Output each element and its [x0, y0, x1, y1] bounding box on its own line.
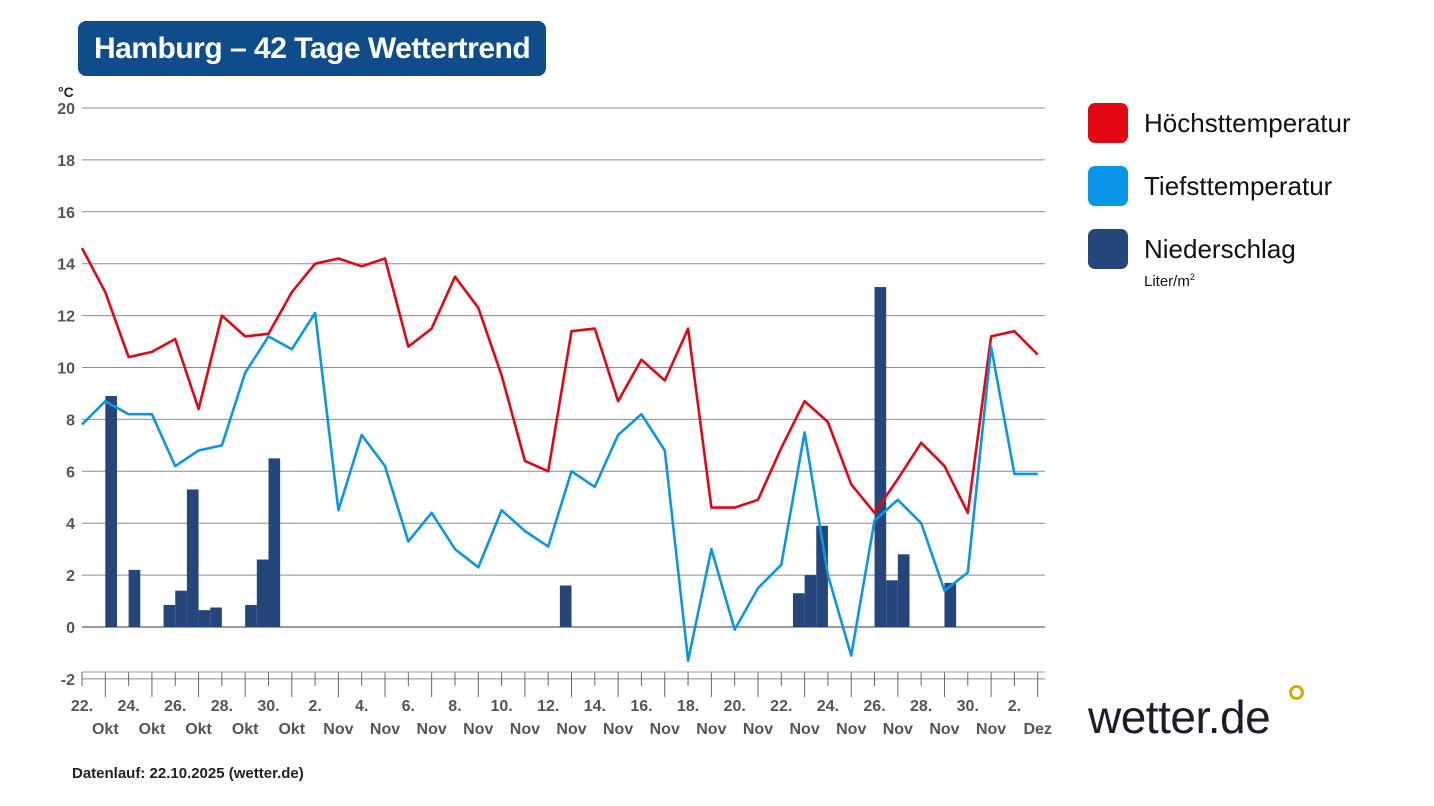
legend-swatch-blue [1088, 166, 1128, 206]
x-tick-day-label: 30. [257, 698, 279, 715]
precipitation-bar [874, 287, 887, 627]
y-tick-label: 18 [57, 153, 75, 170]
legend-unit: Liter/m2 [1144, 272, 1195, 290]
legend-label: Höchsttemperatur [1144, 107, 1351, 138]
x-tick-month-label: Nov [929, 721, 959, 738]
precipitation-bar [198, 610, 211, 627]
precipitation-bar [163, 604, 176, 627]
legend-item-hoechsttemperatur: Höchsttemperatur [1088, 103, 1351, 143]
x-tick-month-label: Nov [370, 721, 400, 738]
x-tick-day-label: 28. [910, 698, 932, 715]
x-tick-day-label: 14. [584, 698, 606, 715]
y-tick-label: 14 [57, 257, 75, 274]
precipitation-bar [245, 604, 257, 627]
chart-title: Hamburg – 42 Tage Wettertrend [78, 21, 547, 76]
x-tick-month-label: Nov [696, 721, 726, 738]
legend-label: Tiefsttemperatur [1144, 170, 1333, 201]
x-tick-day-label: 4. [355, 698, 368, 715]
y-tick-label: 6 [66, 464, 75, 481]
x-tick-month-label: Nov [743, 721, 773, 738]
y-tick-label: 16 [57, 205, 75, 222]
x-tick-month-label: Nov [510, 721, 540, 738]
precipitation-bar [559, 585, 572, 627]
y-tick-label: 10 [57, 361, 75, 378]
x-tick-month-label: Okt [278, 721, 305, 738]
logo-sun-icon [1289, 685, 1304, 700]
x-tick-month-label: Nov [883, 721, 913, 738]
x-tick-month-label: Nov [603, 721, 633, 738]
y-tick-label: 8 [66, 412, 75, 429]
y-tick-label: 2 [66, 568, 75, 585]
data-run-note: Datenlauf: 22.10.2025 (wetter.de) [72, 765, 304, 782]
x-tick-day-label: 16. [630, 698, 652, 715]
precipitation-bar [897, 554, 910, 627]
x-tick-month-label: Nov [323, 721, 353, 738]
precipitation-bar [816, 525, 828, 627]
x-tick-day-label: 30. [957, 698, 979, 715]
legend-unit-sup: 2 [1189, 272, 1195, 282]
x-tick-day-label: 8. [448, 698, 461, 715]
wetter-de-logo: wetter.de [1088, 691, 1271, 743]
y-tick-label: 0 [66, 620, 75, 637]
precipitation-bar [886, 580, 898, 627]
legend-item-tiefsttemperatur: Tiefsttemperatur [1088, 166, 1332, 206]
max-temperature-line [80, 247, 1039, 515]
precipitation-bar [175, 590, 187, 627]
x-tick-month-label: Dez [1023, 721, 1051, 738]
x-tick-month-label: Nov [650, 721, 680, 738]
x-tick-day-label: 2. [1008, 698, 1021, 715]
x-tick-day-label: 12. [537, 698, 559, 715]
x-tick-day-label: 22. [770, 698, 792, 715]
precipitation-bar [210, 607, 222, 627]
x-tick-day-label: 2. [308, 698, 321, 715]
x-tick-day-label: 18. [677, 698, 699, 715]
x-tick-day-label: 22. [71, 698, 93, 715]
x-tick-day-label: 20. [724, 698, 746, 715]
legend-swatch-red [1088, 103, 1128, 143]
x-tick-month-label: Nov [976, 721, 1006, 738]
y-tick-label: -2 [61, 672, 75, 689]
x-tick-day-label: 28. [211, 698, 233, 715]
x-tick-month-label: Okt [185, 721, 212, 738]
x-tick-day-label: 24. [117, 698, 139, 715]
x-tick-month-label: Okt [92, 721, 119, 738]
precipitation-bar [186, 489, 199, 627]
x-tick-month-label: Nov [417, 721, 447, 738]
legend-unit-text: Liter/m [1144, 273, 1190, 290]
precipitation-bar [792, 593, 805, 627]
precipitation-bar [804, 575, 817, 627]
x-tick-day-label: 26. [164, 698, 186, 715]
y-axis-unit: °C [58, 84, 74, 100]
y-tick-label: 4 [66, 516, 75, 533]
precipitation-bar [944, 582, 957, 627]
y-tick-label: 20 [57, 101, 75, 118]
x-tick-month-label: Nov [556, 721, 586, 738]
legend-item-niederschlag: Niederschlag [1088, 229, 1296, 269]
x-tick-month-label: Nov [836, 721, 866, 738]
x-tick-month-label: Nov [789, 721, 819, 738]
x-tick-month-label: Okt [139, 721, 166, 738]
x-tick-day-label: 10. [490, 698, 512, 715]
precipitation-bar [128, 569, 141, 627]
precipitation-bar [256, 559, 269, 627]
y-tick-label: 12 [57, 309, 75, 326]
x-tick-month-label: Okt [232, 721, 259, 738]
x-tick-day-label: 6. [402, 698, 415, 715]
precipitation-bar [105, 396, 117, 627]
x-tick-month-label: Nov [463, 721, 493, 738]
precipitation-bar [268, 458, 281, 627]
x-tick-day-label: 24. [817, 698, 839, 715]
legend-swatch-navy [1088, 229, 1128, 269]
legend-label: Niederschlag [1144, 233, 1296, 264]
x-tick-day-label: 26. [863, 698, 885, 715]
min-temperature-line [81, 311, 1038, 663]
